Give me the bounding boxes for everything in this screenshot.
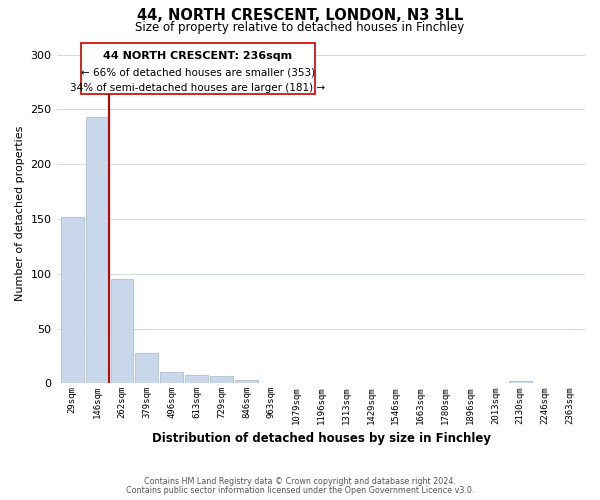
Bar xyxy=(136,352,158,384)
X-axis label: Distribution of detached houses by size in Finchley: Distribution of detached houses by size … xyxy=(152,432,491,445)
Bar xyxy=(160,372,183,384)
Bar xyxy=(185,374,208,384)
Bar xyxy=(86,117,109,384)
Text: Contains public sector information licensed under the Open Government Licence v3: Contains public sector information licen… xyxy=(126,486,474,495)
Text: ← 66% of detached houses are smaller (353): ← 66% of detached houses are smaller (35… xyxy=(81,68,315,78)
Bar xyxy=(210,376,233,384)
Bar xyxy=(235,380,258,384)
Bar xyxy=(110,279,133,384)
Text: 34% of semi-detached houses are larger (181) →: 34% of semi-detached houses are larger (… xyxy=(70,83,325,93)
Text: Size of property relative to detached houses in Finchley: Size of property relative to detached ho… xyxy=(136,21,464,34)
Y-axis label: Number of detached properties: Number of detached properties xyxy=(15,126,25,301)
Text: Contains HM Land Registry data © Crown copyright and database right 2024.: Contains HM Land Registry data © Crown c… xyxy=(144,477,456,486)
Bar xyxy=(509,381,532,384)
Text: 44, NORTH CRESCENT, LONDON, N3 3LL: 44, NORTH CRESCENT, LONDON, N3 3LL xyxy=(137,8,463,22)
Text: 44 NORTH CRESCENT: 236sqm: 44 NORTH CRESCENT: 236sqm xyxy=(103,52,292,62)
Bar xyxy=(61,217,83,384)
FancyBboxPatch shape xyxy=(81,42,315,94)
